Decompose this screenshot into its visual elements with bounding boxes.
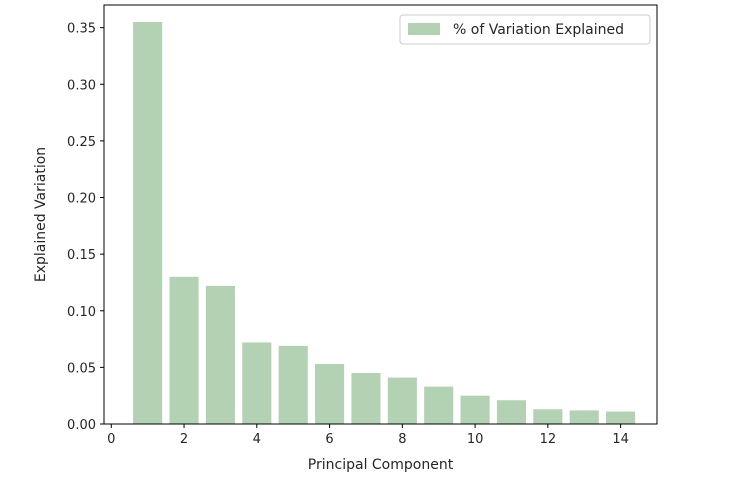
- bar-pc-9: [424, 386, 454, 424]
- x-tick-label: 6: [325, 432, 333, 447]
- legend-label: % of Variation Explained: [453, 22, 624, 38]
- bar-pc-6: [315, 363, 345, 424]
- y-tick-label: 0.35: [67, 22, 96, 37]
- y-tick-label: 0.05: [67, 361, 96, 376]
- bar-pc-1: [133, 21, 163, 425]
- y-axis-label: Explained Variation: [33, 147, 49, 282]
- y-tick-label: 0.25: [67, 135, 96, 150]
- y-tick-label: 0.15: [67, 248, 96, 263]
- legend-swatch: [408, 23, 440, 35]
- y-tick-label: 0.10: [67, 305, 96, 320]
- bar-pc-7: [351, 373, 381, 424]
- bar-pc-14: [606, 411, 636, 424]
- x-tick-label: 2: [180, 432, 188, 447]
- y-axis-ticks: 0.00 0.05 0.10 0.15 0.20 0.25 0.30 0.35: [67, 22, 104, 433]
- legend-box: [399, 14, 651, 45]
- bar-pc-13: [569, 410, 599, 424]
- x-tick-label: 10: [467, 432, 484, 447]
- x-tick-label: 12: [540, 432, 557, 447]
- x-tick-label: 14: [612, 432, 629, 447]
- bar-pc-5: [278, 345, 308, 424]
- x-tick-label: 0: [107, 432, 115, 447]
- x-tick-label: 4: [253, 432, 261, 447]
- bar-pc-12: [533, 409, 563, 424]
- bar-pc-11: [496, 400, 527, 424]
- bar-pc-8: [387, 377, 417, 424]
- x-tick-label: 8: [398, 432, 406, 447]
- y-tick-label: 0.00: [67, 418, 96, 433]
- y-tick-label: 0.30: [67, 78, 96, 93]
- bar-pc-10: [460, 395, 490, 424]
- bar-pc-2: [169, 276, 199, 424]
- bars: [133, 21, 636, 425]
- bar-pc-3: [205, 285, 235, 424]
- x-axis-ticks: 0 2 4 6 8 10 12 14: [107, 424, 629, 447]
- bar-pc-4: [242, 342, 272, 424]
- axes-frame: [103, 4, 658, 425]
- legend: % of Variation Explained: [399, 14, 651, 45]
- y-tick-label: 0.20: [67, 192, 96, 207]
- x-axis-label: Principal Component: [308, 457, 454, 473]
